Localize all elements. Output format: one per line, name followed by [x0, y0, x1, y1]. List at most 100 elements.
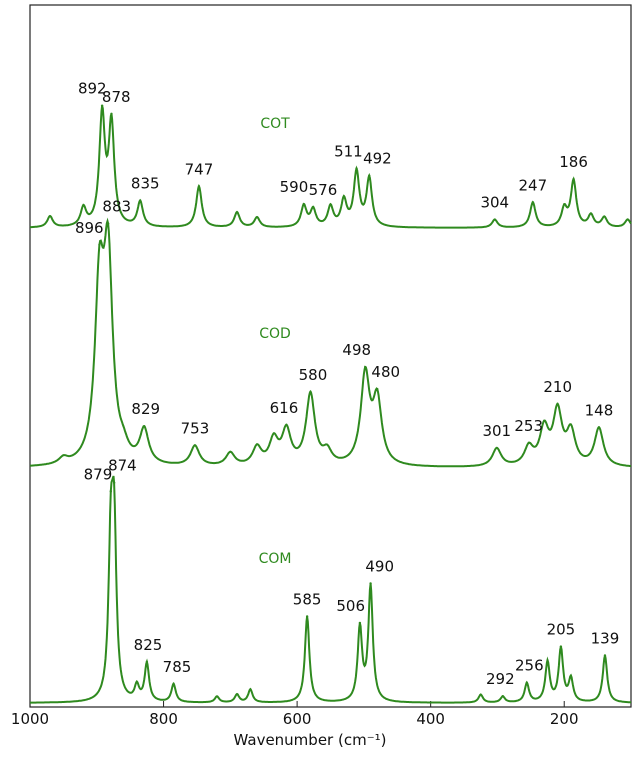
spectrum: [29, 217, 632, 468]
peak-label: 896: [75, 219, 104, 237]
peak: [495, 446, 498, 450]
series-name: COM: [259, 551, 292, 567]
peak: [364, 365, 367, 369]
minor-peak: [342, 195, 345, 198]
peak: [100, 104, 104, 107]
minor-peak: [236, 211, 239, 214]
minor-peak: [272, 432, 275, 435]
peak-label: 139: [591, 630, 620, 648]
minor-peak: [546, 659, 549, 662]
minor-peak: [543, 419, 546, 422]
peak-label: 878: [102, 88, 131, 106]
minor-peak: [49, 214, 52, 217]
peak: [525, 681, 529, 684]
peak: [138, 199, 142, 202]
peak: [559, 645, 563, 648]
peak-label: 825: [134, 636, 163, 654]
minor-peak: [479, 693, 482, 696]
peak: [531, 201, 535, 204]
peak: [572, 177, 575, 181]
peak-label: 883: [102, 198, 131, 216]
peak: [112, 481, 116, 484]
minor-peak: [256, 443, 259, 446]
peak-label: 892: [78, 80, 107, 98]
peak: [197, 185, 201, 188]
x-axis-label: Wavenumber (cm⁻¹): [234, 731, 387, 749]
series-name: COD: [259, 326, 291, 342]
spectrum: [30, 475, 631, 704]
peak-label: 506: [336, 597, 365, 615]
minor-peak: [62, 454, 65, 457]
minor-peak: [122, 425, 125, 428]
peak: [106, 222, 110, 225]
peak-label: 576: [309, 181, 338, 199]
peak-label: 186: [559, 153, 588, 171]
peak-label: 511: [334, 143, 363, 161]
minor-peak: [256, 215, 259, 218]
minor-peak: [215, 695, 218, 698]
minor-peak: [603, 215, 606, 218]
peak-label: 490: [365, 557, 394, 575]
minor-peak: [569, 674, 572, 677]
minor-peak: [329, 203, 332, 206]
peak: [603, 654, 607, 657]
peak-label: 585: [293, 590, 322, 608]
peak-label: 205: [547, 621, 576, 639]
peak: [501, 695, 504, 698]
minor-peak: [236, 692, 239, 695]
minor-peak: [563, 203, 566, 206]
minor-peak: [589, 212, 592, 215]
peak: [527, 441, 531, 444]
peak: [309, 390, 312, 393]
peak-label: 580: [299, 366, 328, 384]
peak: [98, 243, 101, 246]
peak: [556, 402, 559, 406]
peak: [109, 490, 113, 493]
peak-label: 498: [342, 341, 371, 359]
peak: [376, 387, 379, 391]
peak: [368, 174, 371, 177]
peak: [311, 205, 315, 209]
peak-label: 879: [84, 465, 113, 483]
peak: [597, 426, 601, 429]
minor-peak: [249, 688, 252, 691]
peak: [172, 682, 175, 686]
peak-label: 590: [280, 178, 309, 196]
peak-label: 148: [585, 401, 614, 419]
peak: [110, 112, 113, 116]
peak: [145, 660, 149, 664]
peak: [285, 423, 288, 427]
peak: [193, 444, 197, 447]
peak-label: 292: [486, 670, 515, 688]
x-tick-label: 400: [416, 710, 445, 728]
x-tick-label: 600: [283, 710, 312, 728]
peak-label: 210: [543, 378, 572, 396]
peak-label: 256: [515, 657, 544, 675]
peak: [302, 202, 305, 206]
x-tick-label: 800: [149, 710, 178, 728]
peak: [355, 167, 358, 170]
x-tick-label: 1000: [11, 710, 49, 728]
peak: [493, 218, 496, 221]
minor-peak: [569, 423, 572, 426]
peak-label: 492: [363, 150, 392, 168]
peak: [305, 615, 309, 618]
minor-peak: [82, 203, 85, 206]
peak-label: 480: [371, 363, 400, 381]
peak-label: 616: [270, 399, 299, 417]
peak-label: 785: [163, 658, 192, 676]
peak-label: 753: [181, 419, 210, 437]
peak-label: 253: [514, 417, 543, 435]
peak-label: 874: [108, 457, 137, 475]
peak-label: 829: [131, 400, 160, 418]
peak-label: 301: [482, 422, 511, 440]
minor-peak: [626, 218, 629, 221]
minor-peak: [229, 450, 232, 453]
minor-peak: [326, 443, 329, 446]
peak: [358, 621, 362, 625]
plot-frame: [29, 4, 632, 708]
peak: [369, 582, 372, 585]
peak-label: 304: [480, 194, 509, 212]
